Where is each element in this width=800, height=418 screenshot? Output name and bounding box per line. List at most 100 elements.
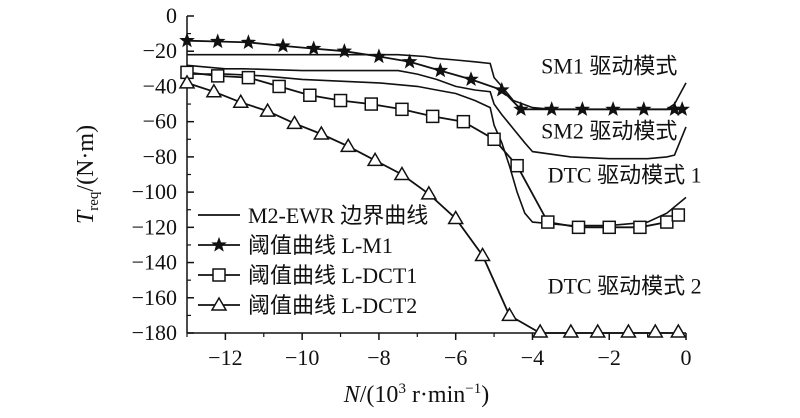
x-tick-label: −12 [208, 345, 242, 370]
series-point-triangle [501, 306, 518, 322]
x-axis-variable: N [343, 382, 362, 408]
series-point-star [240, 34, 257, 50]
x-tick-label: −6 [444, 345, 467, 370]
series-point-star [336, 43, 353, 58]
series-point-square [333, 93, 348, 108]
legend-item: M2-EWR 边界曲线 [198, 203, 428, 228]
series-point-star [401, 53, 418, 69]
y-tick-label: −60 [143, 109, 177, 134]
legend-marker-square [212, 268, 226, 282]
series-point-triangle [620, 323, 637, 338]
x-tick-label: −8 [367, 345, 390, 370]
x-tick-label: −4 [521, 345, 544, 370]
series-point-star [432, 62, 449, 78]
series-point-star [494, 81, 510, 97]
legend-marker-triangle [210, 296, 228, 311]
series-point-triangle [474, 247, 491, 262]
y-tick-label: −40 [143, 73, 177, 98]
series-point-square [395, 102, 409, 117]
series-point-star [305, 40, 322, 56]
y-tick-label: 0 [166, 3, 177, 28]
region-label-2: SM2 驱动模式 [541, 118, 677, 143]
x-axis-unit-post: ) [481, 382, 489, 408]
series-point-square [571, 220, 586, 235]
series-point-square [456, 114, 471, 129]
series-point-star [605, 101, 621, 116]
series-point-star [210, 33, 226, 49]
legend-item: 阈值曲线 L-DCT2 [198, 293, 417, 318]
series-point-star [463, 71, 479, 87]
legend-label: 阈值曲线 L-DCT1 [248, 263, 417, 288]
series-point-square [633, 220, 647, 235]
series-point-star [513, 101, 529, 116]
x-tick-label: −2 [598, 345, 621, 370]
y-tick-label: −180 [132, 320, 177, 345]
series-point-square [541, 215, 555, 229]
series-point-triangle [562, 323, 580, 338]
series-point-triangle [589, 323, 607, 338]
y-tick-label: −140 [132, 250, 177, 275]
series-point-square [241, 70, 256, 85]
series-point-square [487, 132, 501, 147]
y-tick-label: −100 [132, 179, 177, 204]
legend-label: M2-EWR 边界曲线 [248, 203, 428, 228]
series-point-square [272, 79, 286, 94]
x-axis-unit-exponent: −1 [465, 381, 481, 397]
legend-item: 阈值曲线 L-M1 [198, 233, 393, 258]
y-axis-variable: T [73, 209, 99, 224]
x-axis-unit-mid: r·min [406, 382, 465, 408]
series-point-triangle [178, 74, 196, 89]
boundary-curve-3 [187, 73, 687, 227]
y-tick-label: −80 [143, 144, 177, 169]
x-tick-label: 0 [681, 345, 692, 370]
x-axis-unit-pre: /(10 [360, 382, 399, 408]
x-tick-label: −10 [285, 345, 319, 370]
series-point-star [674, 101, 690, 116]
y-tick-label: −20 [143, 38, 177, 63]
series-point-square [510, 158, 524, 173]
legend-item: 阈值曲线 L-DCT1 [198, 263, 417, 288]
series-point-triangle [205, 83, 223, 98]
series-point-square [671, 208, 686, 222]
y-axis-title: Treq/(N·m) [73, 125, 102, 224]
y-tick-label: −120 [132, 214, 177, 239]
region-label-4: DTC 驱动模式 2 [548, 273, 702, 298]
series-point-triangle [232, 93, 250, 109]
legend-label: 阈值曲线 L-DCT2 [248, 293, 417, 318]
series-point-triangle [447, 210, 464, 225]
region-label-3: DTC 驱动模式 1 [548, 163, 702, 188]
series-point-triangle [420, 185, 438, 200]
series-point-triangle [393, 166, 411, 181]
series-point-square [425, 109, 440, 124]
series-point-square [602, 220, 616, 235]
series-point-star [543, 101, 560, 116]
series-point-triangle [286, 114, 303, 130]
x-axis-exponent: 3 [398, 381, 406, 397]
series-point-triangle [531, 323, 549, 338]
series-point-square [210, 69, 225, 83]
series-point-square [364, 97, 378, 111]
y-axis-unit: /(N·m) [73, 125, 99, 192]
series-point-triangle [646, 323, 664, 338]
series-line-star [187, 39, 683, 111]
series-point-star [574, 101, 591, 116]
y-axis-subscript: req [86, 191, 102, 211]
legend-label: 阈值曲线 L-M1 [248, 233, 393, 258]
series-point-triangle [339, 137, 357, 153]
series-point-star [275, 37, 291, 53]
x-axis-title: N/(103 r·min−1) [343, 381, 489, 408]
series-point-triangle [366, 151, 384, 167]
series-point-triangle [259, 102, 276, 117]
series-point-star [635, 101, 652, 116]
series-point-square [660, 215, 674, 229]
region-label-1: SM1 驱动模式 [541, 53, 677, 78]
series-point-star [371, 48, 387, 64]
series-point-triangle [313, 125, 330, 140]
series-point-square [303, 88, 317, 102]
legend-marker-star [211, 236, 227, 252]
series-point-triangle [670, 323, 687, 338]
y-tick-label: −160 [132, 285, 177, 310]
